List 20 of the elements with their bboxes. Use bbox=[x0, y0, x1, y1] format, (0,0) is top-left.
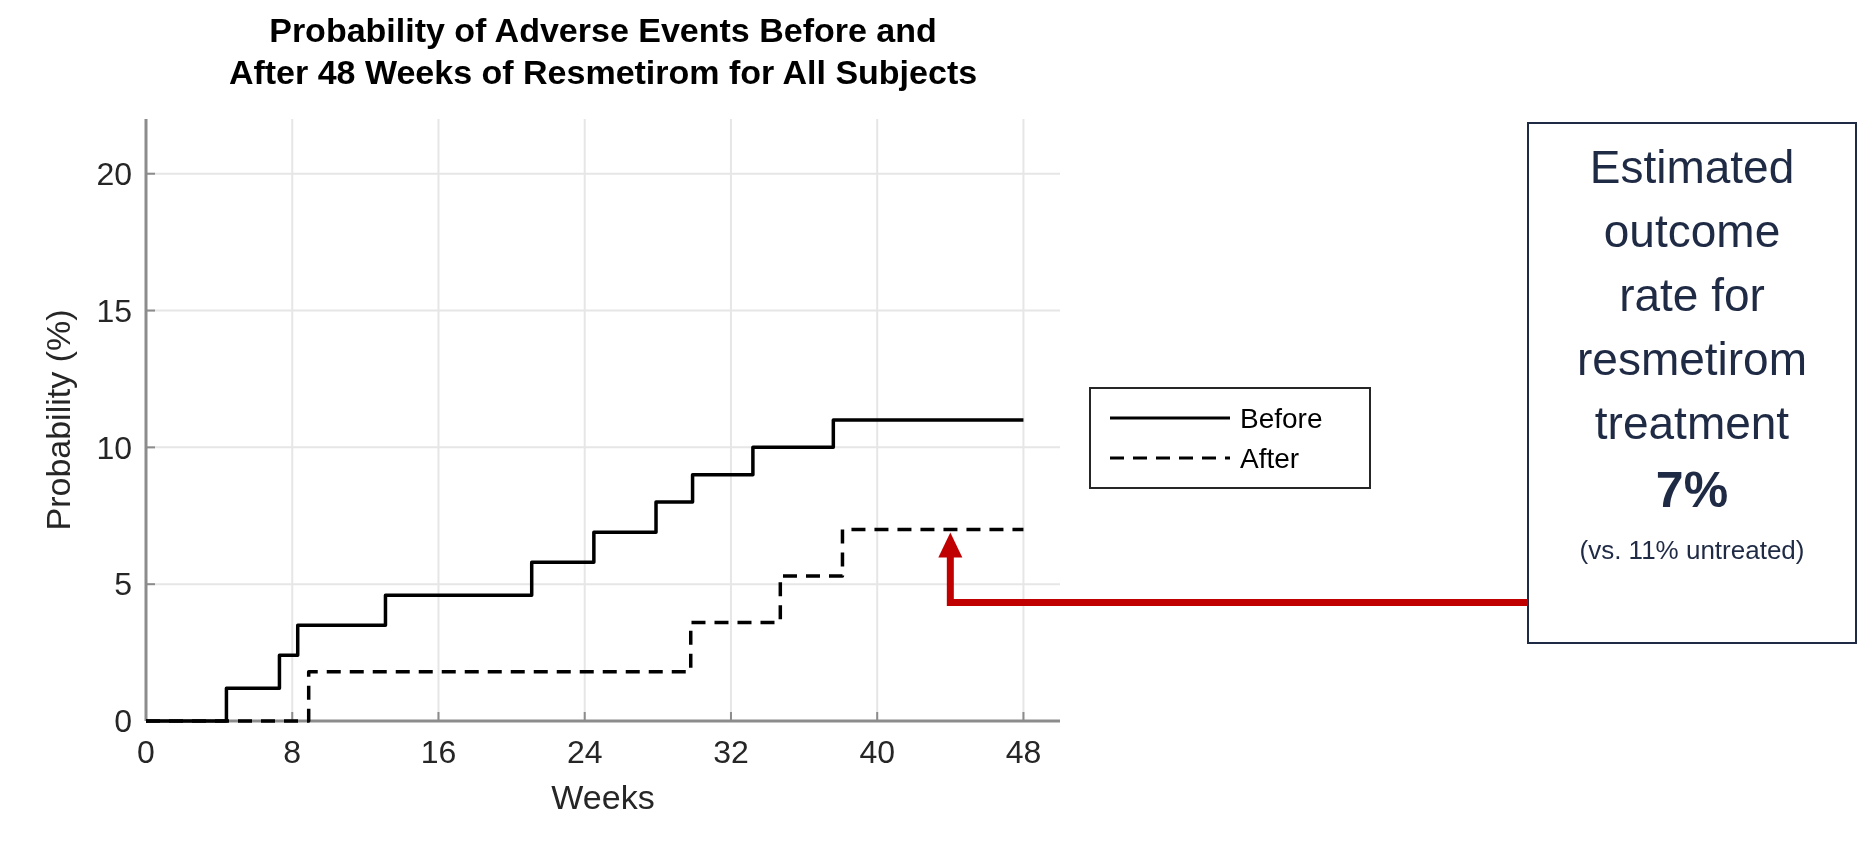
text: (vs. 11% untreated) bbox=[1579, 535, 1805, 565]
y-axis-title: Probability (%) bbox=[39, 309, 77, 531]
chart-title: Probability of Adverse Events Before and After 48 Weeks of Resmetirom for All Subjects bbox=[228, 11, 978, 91]
text: 7% bbox=[1655, 462, 1729, 518]
x-tick-label: 8 bbox=[283, 734, 302, 770]
x-tick-label: 0 bbox=[137, 734, 155, 770]
x-tick-label: 24 bbox=[566, 734, 603, 770]
x-axis-title: Weeks bbox=[551, 778, 655, 816]
text: Estimated outcome rate for resmetirom treatment bbox=[1576, 141, 1808, 449]
y-tick-label: 15 bbox=[96, 292, 132, 329]
y-tick-label: 10 bbox=[96, 429, 132, 466]
x-tick-label: 16 bbox=[420, 734, 457, 770]
y-tick-label: 0 bbox=[114, 703, 132, 740]
legend-label: After bbox=[1240, 442, 1300, 474]
x-tick-label: 48 bbox=[1005, 734, 1042, 770]
x-tick-label: 32 bbox=[713, 734, 749, 770]
legend-label: Before bbox=[1240, 402, 1323, 434]
x-tick-label: 40 bbox=[859, 734, 895, 770]
y-tick-label: 20 bbox=[96, 155, 132, 192]
y-tick-label: 5 bbox=[114, 566, 132, 603]
